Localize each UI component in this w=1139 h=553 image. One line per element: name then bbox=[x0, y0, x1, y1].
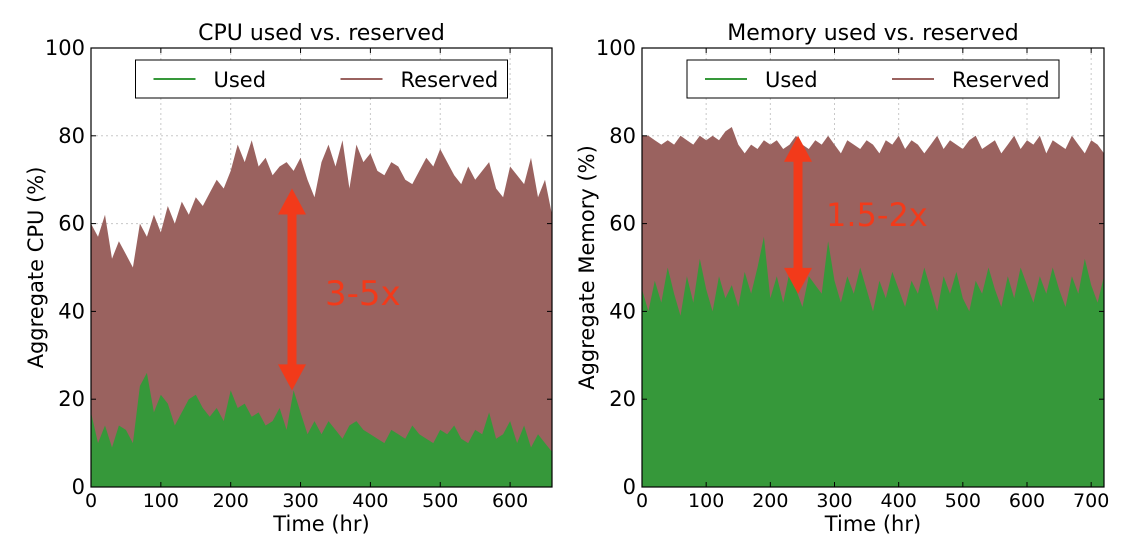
y-tick-label: 100 bbox=[45, 36, 85, 60]
y-tick-label: 100 bbox=[596, 36, 636, 60]
annotation-arrow bbox=[784, 135, 812, 294]
axes-frame bbox=[641, 47, 1105, 488]
legend: Used Reserved bbox=[686, 59, 1060, 99]
x-tick-label: 100 bbox=[688, 490, 724, 512]
x-tick-label: 500 bbox=[422, 490, 458, 512]
chart-title: Memory used vs. reserved bbox=[727, 21, 1019, 46]
y-tick-label: 0 bbox=[72, 475, 85, 499]
x-tick-label: 400 bbox=[352, 490, 388, 512]
area-series-reserved bbox=[91, 140, 552, 487]
y-tick-label: 60 bbox=[58, 212, 85, 236]
annotation-arrow bbox=[278, 188, 306, 391]
arrow-head-up bbox=[278, 188, 306, 215]
y-axis-label: Aggregate Memory (%) bbox=[575, 145, 599, 390]
x-axis-label: Time (hr) bbox=[824, 512, 921, 536]
x-tick-label: 300 bbox=[816, 490, 852, 512]
y-tick-label: 60 bbox=[609, 212, 636, 236]
annotation-label: 3-5x bbox=[325, 274, 401, 314]
legend-label-reserved: Reserved bbox=[401, 68, 499, 92]
chart-title: CPU used vs. reserved bbox=[198, 21, 445, 46]
chart-panel: 0 20 40 60 80 100 0 100 200 300 400 500 600 CPU used … bbox=[24, 21, 553, 536]
x-tick-label: 600 bbox=[492, 490, 528, 512]
legend-label-used: Used bbox=[214, 68, 267, 92]
x-tick-label: 500 bbox=[945, 490, 981, 512]
x-tick-label: 300 bbox=[282, 490, 318, 512]
y-tick-label: 80 bbox=[609, 124, 636, 148]
annotation-label: 1.5-2x bbox=[826, 196, 928, 234]
x-tick-label: 100 bbox=[143, 490, 179, 512]
x-tick-label: 0 bbox=[85, 490, 97, 512]
y-tick-label: 20 bbox=[609, 387, 636, 411]
x-tick-label: 200 bbox=[752, 490, 788, 512]
arrow-head-up bbox=[784, 135, 812, 162]
legend: Used Reserved bbox=[135, 59, 508, 99]
y-tick-label: 40 bbox=[609, 299, 636, 323]
arrow-head-down bbox=[278, 364, 306, 391]
x-tick-label: 200 bbox=[213, 490, 249, 512]
x-tick-label: 600 bbox=[1009, 490, 1045, 512]
area-series-used bbox=[91, 372, 552, 487]
x-tick-label: 700 bbox=[1073, 490, 1109, 512]
y-axis-label: Aggregate CPU (%) bbox=[24, 167, 48, 369]
y-tick-label: 80 bbox=[58, 124, 85, 148]
x-tick-label: 400 bbox=[881, 490, 917, 512]
y-tick-label: 20 bbox=[58, 387, 85, 411]
axes-frame bbox=[90, 47, 553, 488]
legend-box bbox=[135, 59, 508, 99]
area-series-used bbox=[642, 236, 1104, 487]
x-tick-label: 0 bbox=[636, 490, 648, 512]
y-tick-label: 0 bbox=[623, 475, 636, 499]
legend-label-reserved: Reserved bbox=[952, 68, 1050, 92]
legend-box bbox=[686, 59, 1060, 99]
legend-label-used: Used bbox=[765, 68, 818, 92]
chart-panel: 0 20 40 60 80 100 0 100 200 300 400 500 600 700 Memory… bbox=[575, 21, 1109, 536]
x-axis-label: Time (hr) bbox=[272, 512, 369, 536]
arrow-head-down bbox=[784, 267, 812, 294]
y-tick-label: 40 bbox=[58, 299, 85, 323]
